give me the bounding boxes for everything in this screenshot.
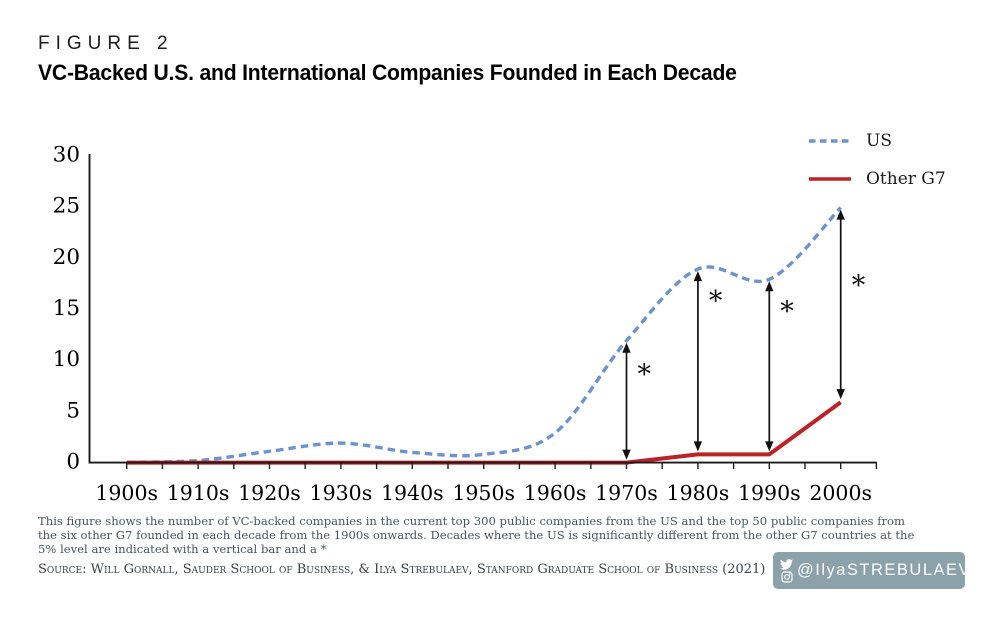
social-handle: @IlyaSTREBULAEV <box>797 561 972 579</box>
y-tick-label: 5 <box>66 398 80 423</box>
legend-item-us: US <box>808 129 946 153</box>
x-tick-label: 2000s <box>809 481 872 505</box>
x-tick-label: 1910s <box>167 481 230 505</box>
instagram-icon <box>780 570 793 583</box>
figure-title: VC-Backed U.S. and International Compani… <box>38 60 737 85</box>
y-tick-label: 30 <box>53 142 80 167</box>
y-tick-label: 25 <box>53 194 80 219</box>
y-tick-label: 0 <box>66 450 80 475</box>
legend-item-other-g7: Other G7 <box>808 167 946 191</box>
x-axis-labels: 1900s 1910s 1920s 1930s 1940s 1950s 1960s 1970s… <box>95 481 872 505</box>
legend: US Other G7 <box>808 129 946 205</box>
figure-number-label: FIGURE 2 <box>38 33 174 54</box>
x-tick-label: 1970s <box>595 481 658 505</box>
significance-arrow-1980s: * <box>693 271 723 452</box>
axes <box>88 154 878 470</box>
source-line: Source: Will Gornall, Sauder School of B… <box>38 562 766 577</box>
significance-arrow-1990s: * <box>765 281 794 452</box>
x-tick-label: 1990s <box>738 481 801 505</box>
significance-asterisk: * <box>780 296 794 327</box>
x-tick-label: 1960s <box>524 481 587 505</box>
y-axis-labels: 30 25 20 15 10 5 0 <box>53 142 80 474</box>
x-tick-label: 1930s <box>310 481 373 505</box>
figure-footnote: This figure shows the number of VC-backe… <box>38 514 915 556</box>
significance-asterisk: * <box>709 286 723 317</box>
significance-arrow-1970s: * <box>622 342 652 460</box>
social-badge: @IlyaSTREBULAEV <box>773 552 970 589</box>
legend-label-other-g7: Other G7 <box>866 169 946 189</box>
g7-solid-swatch <box>809 177 851 181</box>
y-tick-label: 20 <box>53 245 80 270</box>
y-tick-label: 15 <box>53 296 80 321</box>
twitter-icon <box>780 558 793 570</box>
g7-line-path <box>126 400 842 465</box>
significance-arrow-2000s: * <box>836 209 866 400</box>
x-tick-label: 1920s <box>238 481 301 505</box>
x-tick-label: 1940s <box>381 481 444 505</box>
y-tick-label: 10 <box>53 347 80 372</box>
significance-arrows: * * * * <box>622 209 866 460</box>
x-tick-label: 1900s <box>95 481 158 505</box>
x-tick-label: 1950s <box>452 481 515 505</box>
legend-label-us: US <box>866 131 892 151</box>
significance-asterisk: * <box>852 271 866 302</box>
x-tick-label: 1980s <box>667 481 730 505</box>
axis-spines <box>88 154 877 464</box>
us-line-path <box>126 206 842 465</box>
us-series-line <box>126 206 842 465</box>
badge-icons <box>780 558 793 583</box>
us-dashed-swatch <box>809 139 853 143</box>
line-chart: 1900s 1910s 1920s 1930s 1940s 1950s 1960s 1970s… <box>53 142 878 505</box>
significance-asterisk: * <box>638 360 652 391</box>
other-g7-series-line <box>126 400 842 465</box>
